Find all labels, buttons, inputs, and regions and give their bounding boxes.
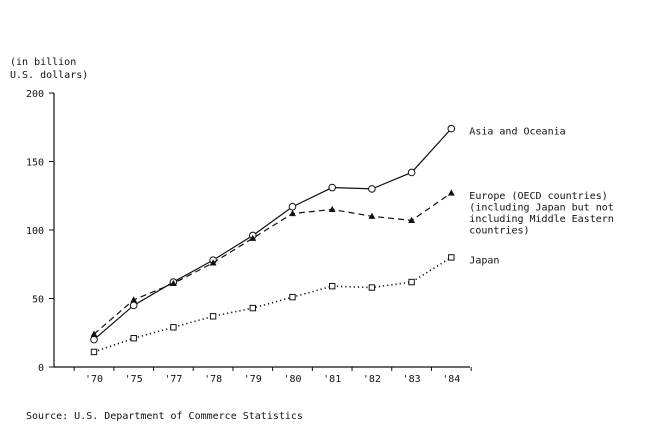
data-point-circle [447,124,456,133]
legend-layer: Asia and Oceania Europe (OECD countries)(… [469,127,614,267]
x-tick-label: '70 [85,374,103,385]
series-line [93,256,452,353]
series-label: Asia and Oceania [469,127,565,138]
series-line [93,128,452,341]
x-tick-label: '77 [164,374,182,385]
y-tick-label: 50 [32,295,44,306]
data-point-square [368,284,376,291]
x-tick-label: '79 [244,374,262,385]
data-point-triangle [368,212,376,219]
x-tick-label: '78 [204,374,222,385]
y-tick-label: 200 [26,89,44,100]
data-point-circle [368,185,376,193]
x-tick-label: '80 [283,374,301,385]
y-tick-label: 150 [26,158,44,169]
x-tick-label: '75 [125,374,143,385]
source-note: Source: U.S. Department of Commerce Stat… [26,411,303,422]
data-point-circle [328,183,337,192]
data-point-square [170,324,177,331]
x-tick-label: '81 [323,374,341,385]
data-point-triangle [209,259,217,266]
data-point-triangle [130,296,138,303]
data-point-square [448,254,455,261]
data-point-square [249,304,257,312]
data-point-circle [407,168,416,177]
x-tick-label: '82 [363,374,381,385]
data-point-square [90,348,98,356]
data-point-triangle [408,216,415,224]
y-axis-unit-label: (in billion U.S. dollars) [10,57,89,81]
series-1 [90,124,456,344]
series-layer [90,124,456,356]
series-label: (including Japan but not [469,203,614,214]
data-point-square [408,278,415,286]
data-point-triangle [328,205,336,213]
x-tick-label: '83 [403,374,421,385]
series-2 [90,189,455,337]
series-label: countries) [469,226,529,237]
data-point-triangle [289,209,296,217]
data-point-triangle [170,279,177,287]
data-point-circle [90,335,98,344]
data-point-circle [129,301,138,310]
series-label: including Middle Eastern [469,214,614,225]
y-tick-label: 0 [38,363,44,374]
series-3 [90,254,455,356]
data-point-square [209,313,217,320]
x-tick-label: '84 [442,374,460,385]
data-point-circle [288,202,297,211]
series-line [93,192,452,335]
series-label: Japan [469,255,499,266]
data-point-triangle [249,234,257,241]
series-label: Europe (OECD countries) [469,191,607,202]
data-point-square [130,335,137,342]
data-point-triangle [447,189,455,196]
data-point-square [329,282,336,290]
y-tick-label: 100 [26,226,44,237]
data-point-triangle [90,330,98,337]
data-point-square [289,293,296,301]
axes: 0 50 100 150 200 '70 '75 '77 '78 '79 '80 '81 '82 '83 '… [26,89,472,385]
